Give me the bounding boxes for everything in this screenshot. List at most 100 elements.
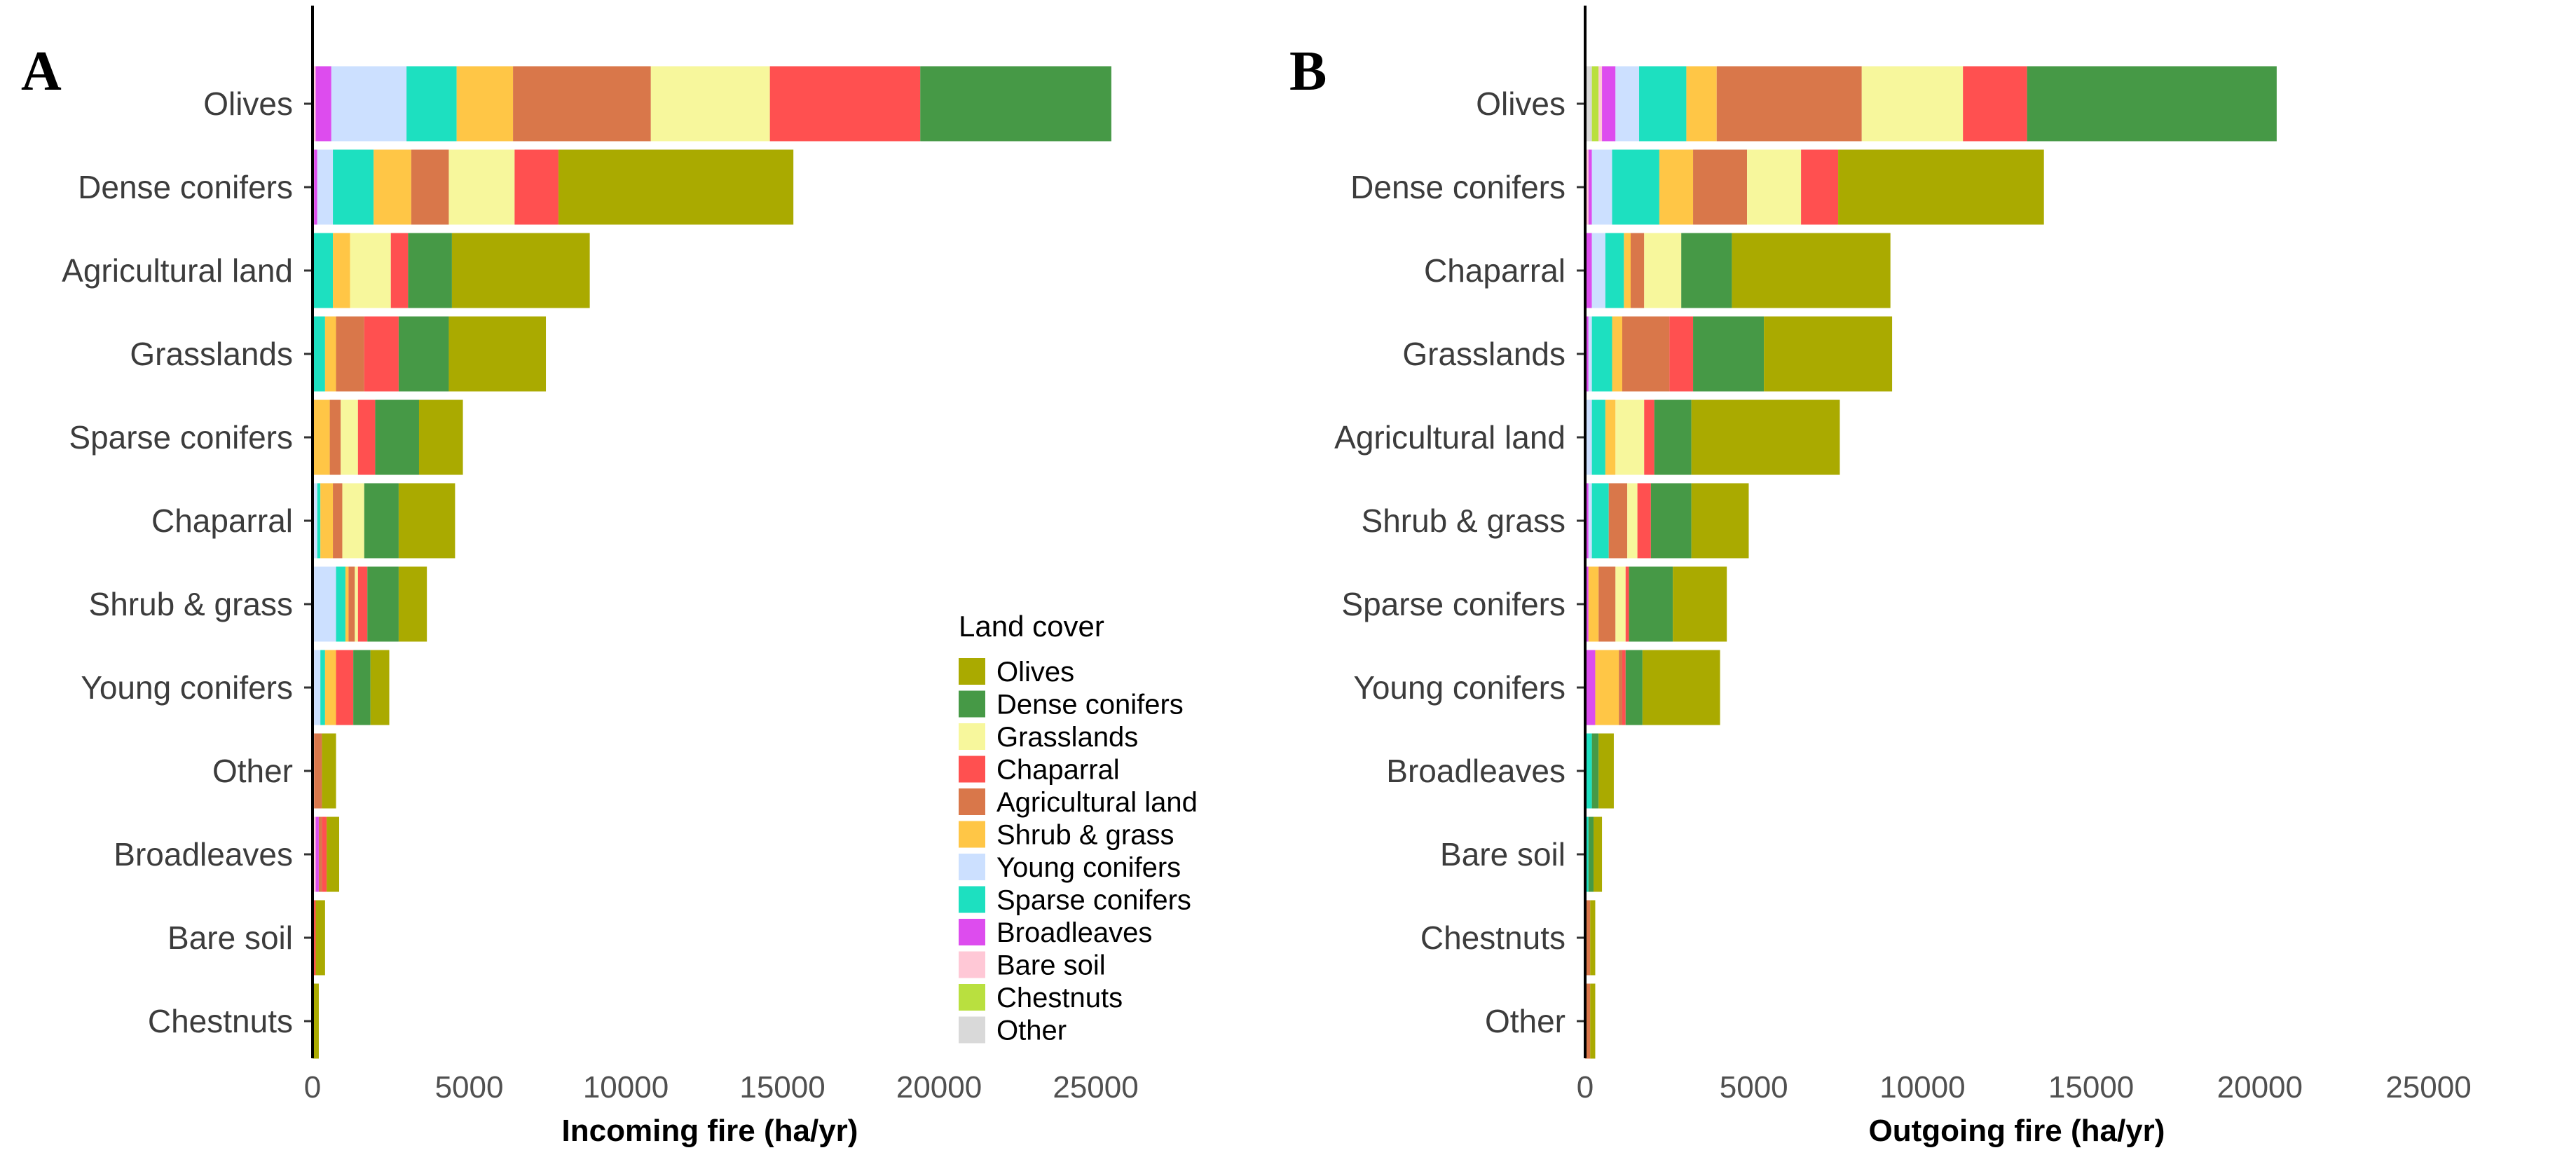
bar-segment-other-olives (1590, 983, 1596, 1059)
bar-segment-dense-conifers-olives (1838, 149, 2044, 225)
bar-segment-dense-conifers-sparse-conifers (333, 149, 374, 225)
bar-segment-agricultural-land-shrub-and-grass (1605, 399, 1616, 475)
bar-segment-chaparral-agricultural-land (333, 483, 343, 559)
bar-segment-grasslands-dense-conifers (1693, 316, 1765, 392)
bar-segment-dense-conifers-sparse-conifers (1612, 149, 1659, 225)
bar-segment-sparse-conifers-chaparral (357, 399, 376, 475)
category-label-agricultural-land: Agricultural land (1334, 419, 1566, 456)
bar-segment-sparse-conifers-chaparral (1625, 566, 1629, 642)
category-label-shrub-and-grass: Shrub & grass (89, 586, 293, 622)
category-label-chestnuts: Chestnuts (1420, 920, 1566, 956)
legend-swatch-broadleaves (959, 919, 985, 945)
x-tick-label-25000: 25000 (2385, 1070, 2471, 1105)
category-label-chestnuts: Chestnuts (148, 1003, 293, 1039)
bar-segment-shrub-and-grass-dense-conifers (1650, 483, 1692, 559)
legend-swatch-agricultural-land (959, 788, 985, 815)
bar-segment-olives-bare-soil (1598, 66, 1603, 142)
bar-segment-young-conifers-broadleaves (1585, 650, 1596, 725)
bar-segment-shrub-and-grass-broadleaves (1585, 483, 1589, 559)
bar-segment-young-conifers-young-conifers (314, 650, 321, 725)
legend-swatch-olives (959, 658, 985, 685)
bar-segment-chaparral-grasslands (342, 483, 364, 559)
bar-segment-olives-dense-conifers (920, 66, 1111, 142)
x-axis-title: Incoming fire (ha/yr) (562, 1114, 858, 1148)
category-label-other: Other (212, 753, 293, 789)
category-label-shrub-and-grass: Shrub & grass (1362, 503, 1566, 539)
bar-segment-grasslands-agricultural-land (1622, 316, 1670, 392)
bar-segment-olives-chaparral (1963, 66, 2027, 142)
x-tick-label-0: 0 (304, 1070, 321, 1105)
bar-segment-grasslands-sparse-conifers (1591, 316, 1612, 392)
legend-swatch-dense-conifers (959, 690, 985, 718)
x-tick-label-15000: 15000 (2048, 1070, 2134, 1105)
legend-label-olives: Olives (996, 657, 1074, 688)
bar-segment-dense-conifers-broadleaves (314, 149, 317, 225)
bar-segment-chestnuts-agricultural-land (1585, 900, 1591, 976)
bar-segment-broadleaves-agricultural-land (318, 816, 322, 892)
bar-segment-chaparral-olives (1732, 233, 1891, 308)
bar-segment-olives-sparse-conifers (1639, 66, 1687, 142)
bar-segment-sparse-conifers-agricultural-land (329, 399, 341, 475)
x-axis-title: Outgoing fire (ha/yr) (1869, 1114, 2165, 1148)
bar-segment-other-agricultural-land (314, 733, 322, 809)
bar-segment-dense-conifers-olives (558, 149, 794, 225)
category-label-broadleaves: Broadleaves (114, 836, 293, 873)
bar-segment-chaparral-grasslands (1644, 233, 1682, 308)
bar-segment-sparse-conifers-shrub-and-grass (313, 399, 330, 475)
bar-segment-broadleaves-dense-conifers (1591, 733, 1599, 809)
bar-segment-chestnuts-olives (1590, 900, 1596, 976)
bar-segment-olives-grasslands (650, 66, 770, 142)
bar-segment-grasslands-sparse-conifers (313, 316, 325, 392)
bar-segment-young-conifers-dense-conifers (1625, 650, 1643, 725)
bar-segment-chestnuts-olives (313, 983, 319, 1059)
bar-segment-sparse-conifers-shrub-and-grass (1588, 566, 1599, 642)
bar-segment-sparse-conifers-olives (418, 399, 463, 475)
legend-swatch-shrub-and-grass (959, 821, 985, 848)
bar-segment-dense-conifers-broadleaves (1588, 149, 1592, 225)
panel-label-b: B (1289, 41, 1327, 102)
bar-segment-dense-conifers-shrub-and-grass (374, 149, 411, 225)
category-label-grasslands: Grasslands (130, 336, 293, 372)
bar-segment-olives-agricultural-land (1716, 66, 1862, 142)
panel-b: B Olives Dense conifers Chaparral Grasslands… (1289, 6, 2472, 1148)
bar-segment-olives-chaparral (769, 66, 921, 142)
bar-segment-olives-agricultural-land (513, 66, 651, 142)
bar-segment-agricultural-land-dense-conifers (408, 233, 452, 308)
bar-segment-broadleaves-chaparral (322, 816, 327, 892)
x-tick-label-5000: 5000 (1720, 1070, 1788, 1105)
bar-segment-shrub-and-grass-olives (398, 566, 427, 642)
bar-segment-young-conifers-shrub-and-grass (1595, 650, 1619, 725)
bar-segment-agricultural-land-grasslands (350, 233, 391, 308)
bar-segment-shrub-and-grass-dense-conifers (367, 566, 399, 642)
bar-segment-shrub-and-grass-agricultural-land (1608, 483, 1628, 559)
legend-label-chaparral: Chaparral (996, 755, 1120, 786)
bar-segment-chaparral-agricultural-land (1630, 233, 1645, 308)
panel-a: A Olives Dense conifers Agricultural land Gr… (21, 6, 1139, 1148)
bar-segment-grasslands-agricultural-land (336, 316, 364, 392)
bar-segment-olives-broadleaves (315, 66, 331, 142)
legend-label-bare-soil: Bare soil (996, 950, 1106, 981)
legend-swatch-chestnuts (959, 984, 985, 1011)
category-label-young-conifers: Young conifers (1353, 669, 1566, 706)
category-label-other: Other (1485, 1003, 1566, 1039)
category-label-grasslands: Grasslands (1402, 336, 1566, 372)
bar-segment-shrub-and-grass-young-conifers (1588, 483, 1592, 559)
bar-segment-sparse-conifers-broadleaves (1585, 566, 1589, 642)
bar-segment-agricultural-land-grasslands (1615, 399, 1645, 475)
bar-segment-olives-dense-conifers (2027, 66, 2277, 142)
bar-segment-shrub-and-grass-agricultural-land (348, 566, 355, 642)
bar-segment-shrub-and-grass-chaparral (1637, 483, 1651, 559)
x-tick-label-20000: 20000 (896, 1070, 982, 1105)
category-label-young-conifers: Young conifers (81, 669, 293, 706)
x-tick-label-25000: 25000 (1053, 1070, 1138, 1105)
legend-label-sparse-conifers: Sparse conifers (996, 885, 1191, 916)
bar-segment-dense-conifers-chaparral (514, 149, 559, 225)
x-tick-label-20000: 20000 (2217, 1070, 2303, 1105)
bar-segment-dense-conifers-shrub-and-grass (1659, 149, 1694, 225)
category-label-bare-soil: Bare soil (167, 920, 293, 956)
bar-segment-agricultural-land-chaparral (390, 233, 409, 308)
legend-label-shrub-and-grass: Shrub & grass (996, 820, 1174, 851)
bar-segment-chaparral-olives (398, 483, 455, 559)
category-label-sparse-conifers: Sparse conifers (1341, 586, 1566, 622)
